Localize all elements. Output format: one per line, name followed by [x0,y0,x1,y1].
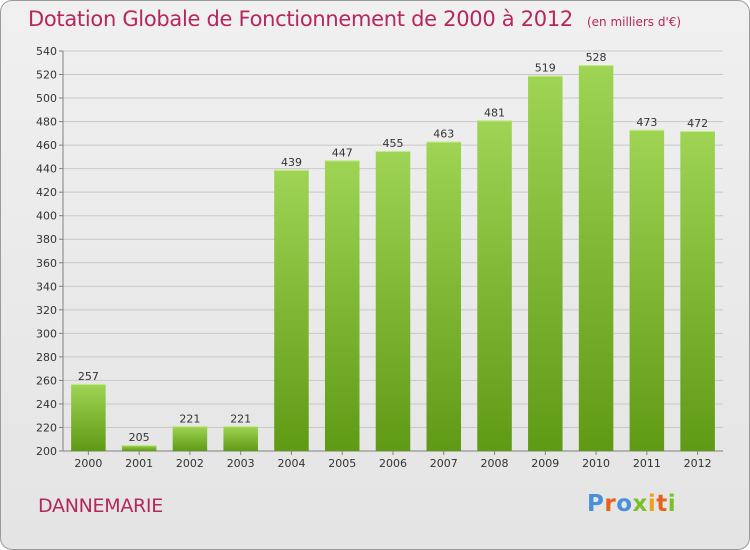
bar [172,426,208,451]
x-tick-label: 2001 [125,457,153,470]
bar-value-label: 205 [129,431,150,444]
bar-value-label: 447 [332,146,353,159]
x-tick-label: 2003 [227,457,255,470]
bar [375,151,411,451]
bar [629,129,665,451]
y-tick-label: 380 [36,233,57,246]
bar-value-label: 221 [230,412,251,425]
y-tick-label: 300 [36,327,57,340]
y-tick-label: 520 [36,69,57,82]
x-tick-label: 2010 [582,457,610,470]
y-tick-label: 540 [36,45,57,58]
logo-letter: o [616,491,633,517]
bar-value-label: 463 [433,128,454,141]
bar [121,445,157,451]
x-tick-label: 2008 [481,457,509,470]
logo-letter: t [656,491,668,517]
x-tick-label: 2005 [328,457,356,470]
y-tick-label: 440 [36,163,57,176]
proxiti-logo: Proxiti [587,491,676,517]
y-tick-label: 400 [36,210,57,223]
logo-letter: P [587,491,605,517]
bar-value-label: 257 [78,370,99,383]
bar-value-label: 528 [586,51,607,64]
bar [680,131,715,451]
bar-value-label: 481 [484,106,505,119]
x-tick-label: 2007 [430,457,458,470]
y-tick-label: 460 [36,139,57,152]
bar [426,141,462,451]
y-tick-label: 360 [36,257,57,270]
x-tick-label: 2012 [684,457,712,470]
chart-title: Dotation Globale de Fonctionnement de 20… [28,7,573,31]
bar [578,65,614,451]
bar [71,383,106,451]
chart-unit-note: (en milliers d'€) [586,15,682,29]
logo-letter: x [632,491,648,517]
bar [477,120,512,451]
commune-name: DANNEMARIE [38,495,163,517]
y-tick-label: 280 [36,351,57,364]
x-tick-label: 2006 [379,457,407,470]
bar [223,426,258,451]
y-tick-label: 320 [36,304,57,317]
bar-value-label: 439 [281,156,302,169]
x-tick-label: 2004 [277,457,305,470]
y-tick-label: 200 [36,445,57,458]
bar [324,160,360,452]
logo-letter: i [647,491,657,517]
bar-value-label: 473 [636,116,657,129]
bar-value-label: 221 [179,412,200,425]
y-tick-label: 340 [36,280,57,293]
y-tick-label: 420 [36,186,57,199]
y-tick-label: 500 [36,92,57,105]
bar [274,169,309,451]
y-tick-label: 240 [36,398,57,411]
bar [528,75,563,452]
y-tick-label: 480 [36,116,57,129]
chart-title-block: Dotation Globale de Fonctionnement de 20… [28,7,681,31]
y-tick-label: 260 [36,374,57,387]
x-tick-label: 2011 [633,457,661,470]
y-tick-label: 220 [36,421,57,434]
logo-letter: i [667,491,677,517]
x-tick-label: 2009 [531,457,559,470]
logo-letter: r [604,491,617,517]
bar-value-label: 519 [535,62,556,75]
x-tick-label: 2000 [74,457,102,470]
bar-value-label: 472 [687,117,708,130]
bar-value-label: 455 [383,137,404,150]
x-tick-label: 2002 [176,457,204,470]
